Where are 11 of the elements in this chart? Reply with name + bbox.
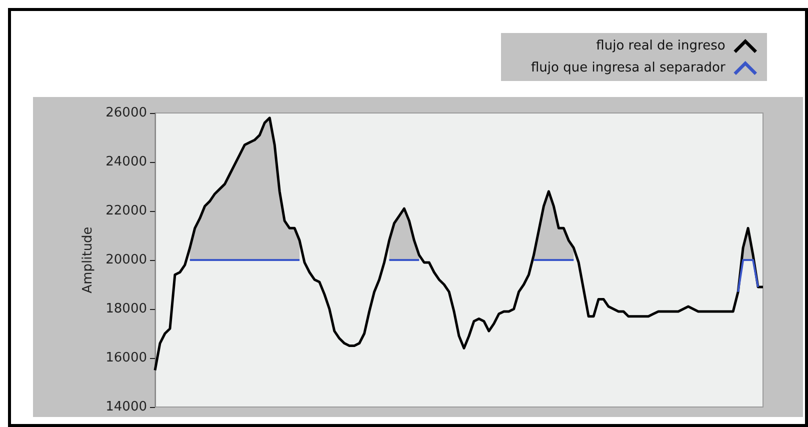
line-series xyxy=(154,116,764,372)
y-tick-label: 24000 xyxy=(106,154,147,170)
y-tick-label: 22000 xyxy=(106,204,147,218)
y-tick-label: 26000 xyxy=(106,106,147,120)
y-tick-label: 18000 xyxy=(106,302,147,316)
y-tick-label: 14000 xyxy=(106,400,147,414)
y-tick-label: 16000 xyxy=(106,350,147,366)
y-axis-title: Amplitude xyxy=(80,226,96,294)
legend-label: flujo real de ingreso xyxy=(596,38,726,54)
legend-label: flujo que ingresa al separador xyxy=(530,60,726,76)
y-tick-label: 20000 xyxy=(106,252,147,268)
